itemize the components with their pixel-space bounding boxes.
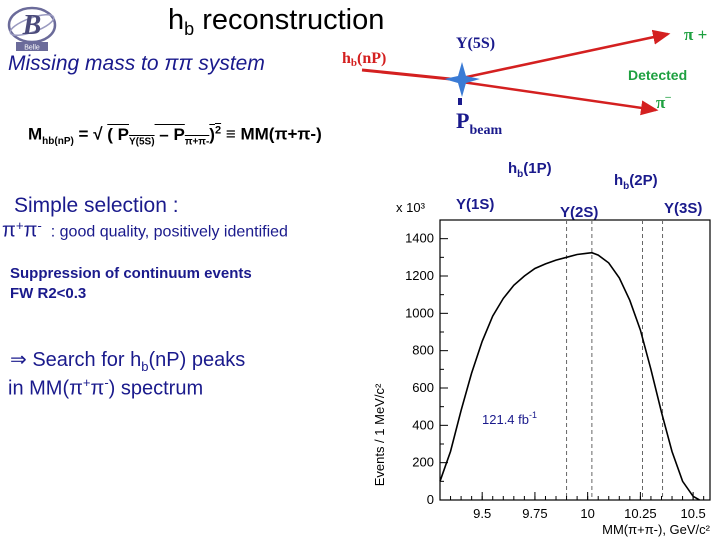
y-tick-label: 400: [412, 417, 434, 432]
formula-close: ): [209, 124, 215, 144]
interaction-star: [444, 62, 480, 97]
suppression-line-2: FW R2<0.3: [10, 285, 87, 302]
y-tick-label: 200: [412, 455, 434, 470]
search-1b: b: [141, 359, 149, 374]
pbeam-label: Pbeam: [456, 108, 502, 138]
pp-sup1: +: [15, 218, 24, 233]
x-tick-label: 10.5: [680, 506, 705, 521]
x-tick-label: 10.25: [624, 506, 657, 521]
belle-logo: B Belle: [7, 6, 57, 52]
hb-np-label: hb(nP): [342, 50, 386, 69]
pp-pi1: π: [2, 219, 16, 242]
logo-text: Belle: [24, 45, 40, 52]
title-sub: b: [184, 19, 195, 39]
formula-exp: 2: [214, 124, 222, 136]
formula-p1: ( P: [107, 124, 129, 144]
svg-text:B: B: [22, 10, 42, 41]
y-tick-label: 800: [412, 343, 434, 358]
label-y3s: Υ(3S): [664, 200, 703, 217]
y-multiplier: x 10³: [396, 200, 426, 215]
formula-equiv: ≡ MM(π+π-): [221, 124, 322, 144]
y-tick-label: 1200: [405, 268, 434, 283]
x-tick-label: 9.5: [473, 506, 491, 521]
y-tick-label: 600: [412, 380, 434, 395]
spectrum-curve: [439, 251, 700, 501]
label-hb1p: hb(1P): [508, 160, 552, 180]
pp-desc: : good quality, positively identified: [50, 223, 288, 241]
y-tick-label: 0: [427, 492, 434, 507]
decay-diagram: Υ(5S) hb(nP) π + Detected π– Pbeam: [342, 25, 707, 138]
pi-minus-track: [461, 80, 659, 116]
label-y1s: Υ(1S): [456, 196, 495, 213]
formula-minus: – P: [154, 124, 185, 144]
label-hb2p: hb(2P): [614, 172, 658, 192]
pp-pi2: π: [23, 219, 38, 242]
search-2b: +: [82, 375, 91, 390]
selection-title: Simple selection :: [14, 194, 179, 217]
pi-plus-track: [461, 29, 671, 80]
title-main: h: [168, 4, 185, 36]
detected-label: Detected: [628, 67, 687, 83]
formula-eq: = √: [73, 124, 108, 144]
formula-p2-sub: π+π-: [184, 136, 210, 148]
search-line-2: in MM(π+π-) spectrum: [8, 375, 203, 401]
y-axis-label: Events / 1 MeV/c²: [372, 383, 387, 486]
formula-lhs-sub: hb(nP): [42, 136, 74, 148]
y-tick-label: 1400: [405, 231, 434, 246]
upsilon-5s-label: Υ(5S): [456, 35, 495, 52]
formula-lhs: M: [28, 124, 43, 144]
y-tick-label: 1000: [405, 305, 434, 320]
search-2c: π: [90, 377, 105, 400]
x-tick-label: 10: [580, 506, 594, 521]
search-2e: ) spectrum: [108, 377, 204, 400]
luminosity-annotation: 121.4 fb-1: [482, 410, 537, 427]
pp-sup2: -: [37, 218, 42, 233]
pion-pair-line: π+π- : good quality, positively identifi…: [2, 218, 288, 242]
plot-frame: [439, 219, 711, 501]
formula-p1-sub: Υ(5S): [129, 136, 155, 148]
pi-plus-label: π +: [684, 25, 707, 44]
slide-subtitle: Missing mass to ππ system: [8, 52, 265, 75]
x-tick-label: 9.75: [522, 506, 547, 521]
search-1c: (nP) peaks: [148, 349, 246, 371]
label-y2s: Υ(2S): [560, 204, 599, 221]
title-rest: reconstruction: [194, 4, 385, 36]
search-1a: ⇒ Search for h: [10, 349, 142, 371]
x-axis-label: MM(π+π-), GeV/c²: [602, 522, 711, 537]
search-line-1: ⇒ Search for hb(nP) peaks: [10, 347, 245, 374]
search-2d: -: [104, 375, 109, 390]
formula-root-body: ( PΥ(5S) – Pπ+π-)2: [107, 124, 222, 148]
mm-spectrum-chart: 9.5 9.75 10 10.25 10.5 0 200 400 600 800 1000 1200 1…: [372, 200, 711, 537]
slide-title: hb reconstruction: [168, 4, 384, 40]
pi-minus-label: π–: [656, 91, 671, 112]
search-2a: in MM(π: [8, 377, 83, 400]
mass-formula: Mhb(nP) = √ ( PΥ(5S) – Pπ+π-)2 ≡ MM(π+π-…: [28, 124, 322, 147]
suppression-line-1: Suppression of continuum events: [10, 265, 252, 282]
hb-line: [361, 68, 461, 82]
